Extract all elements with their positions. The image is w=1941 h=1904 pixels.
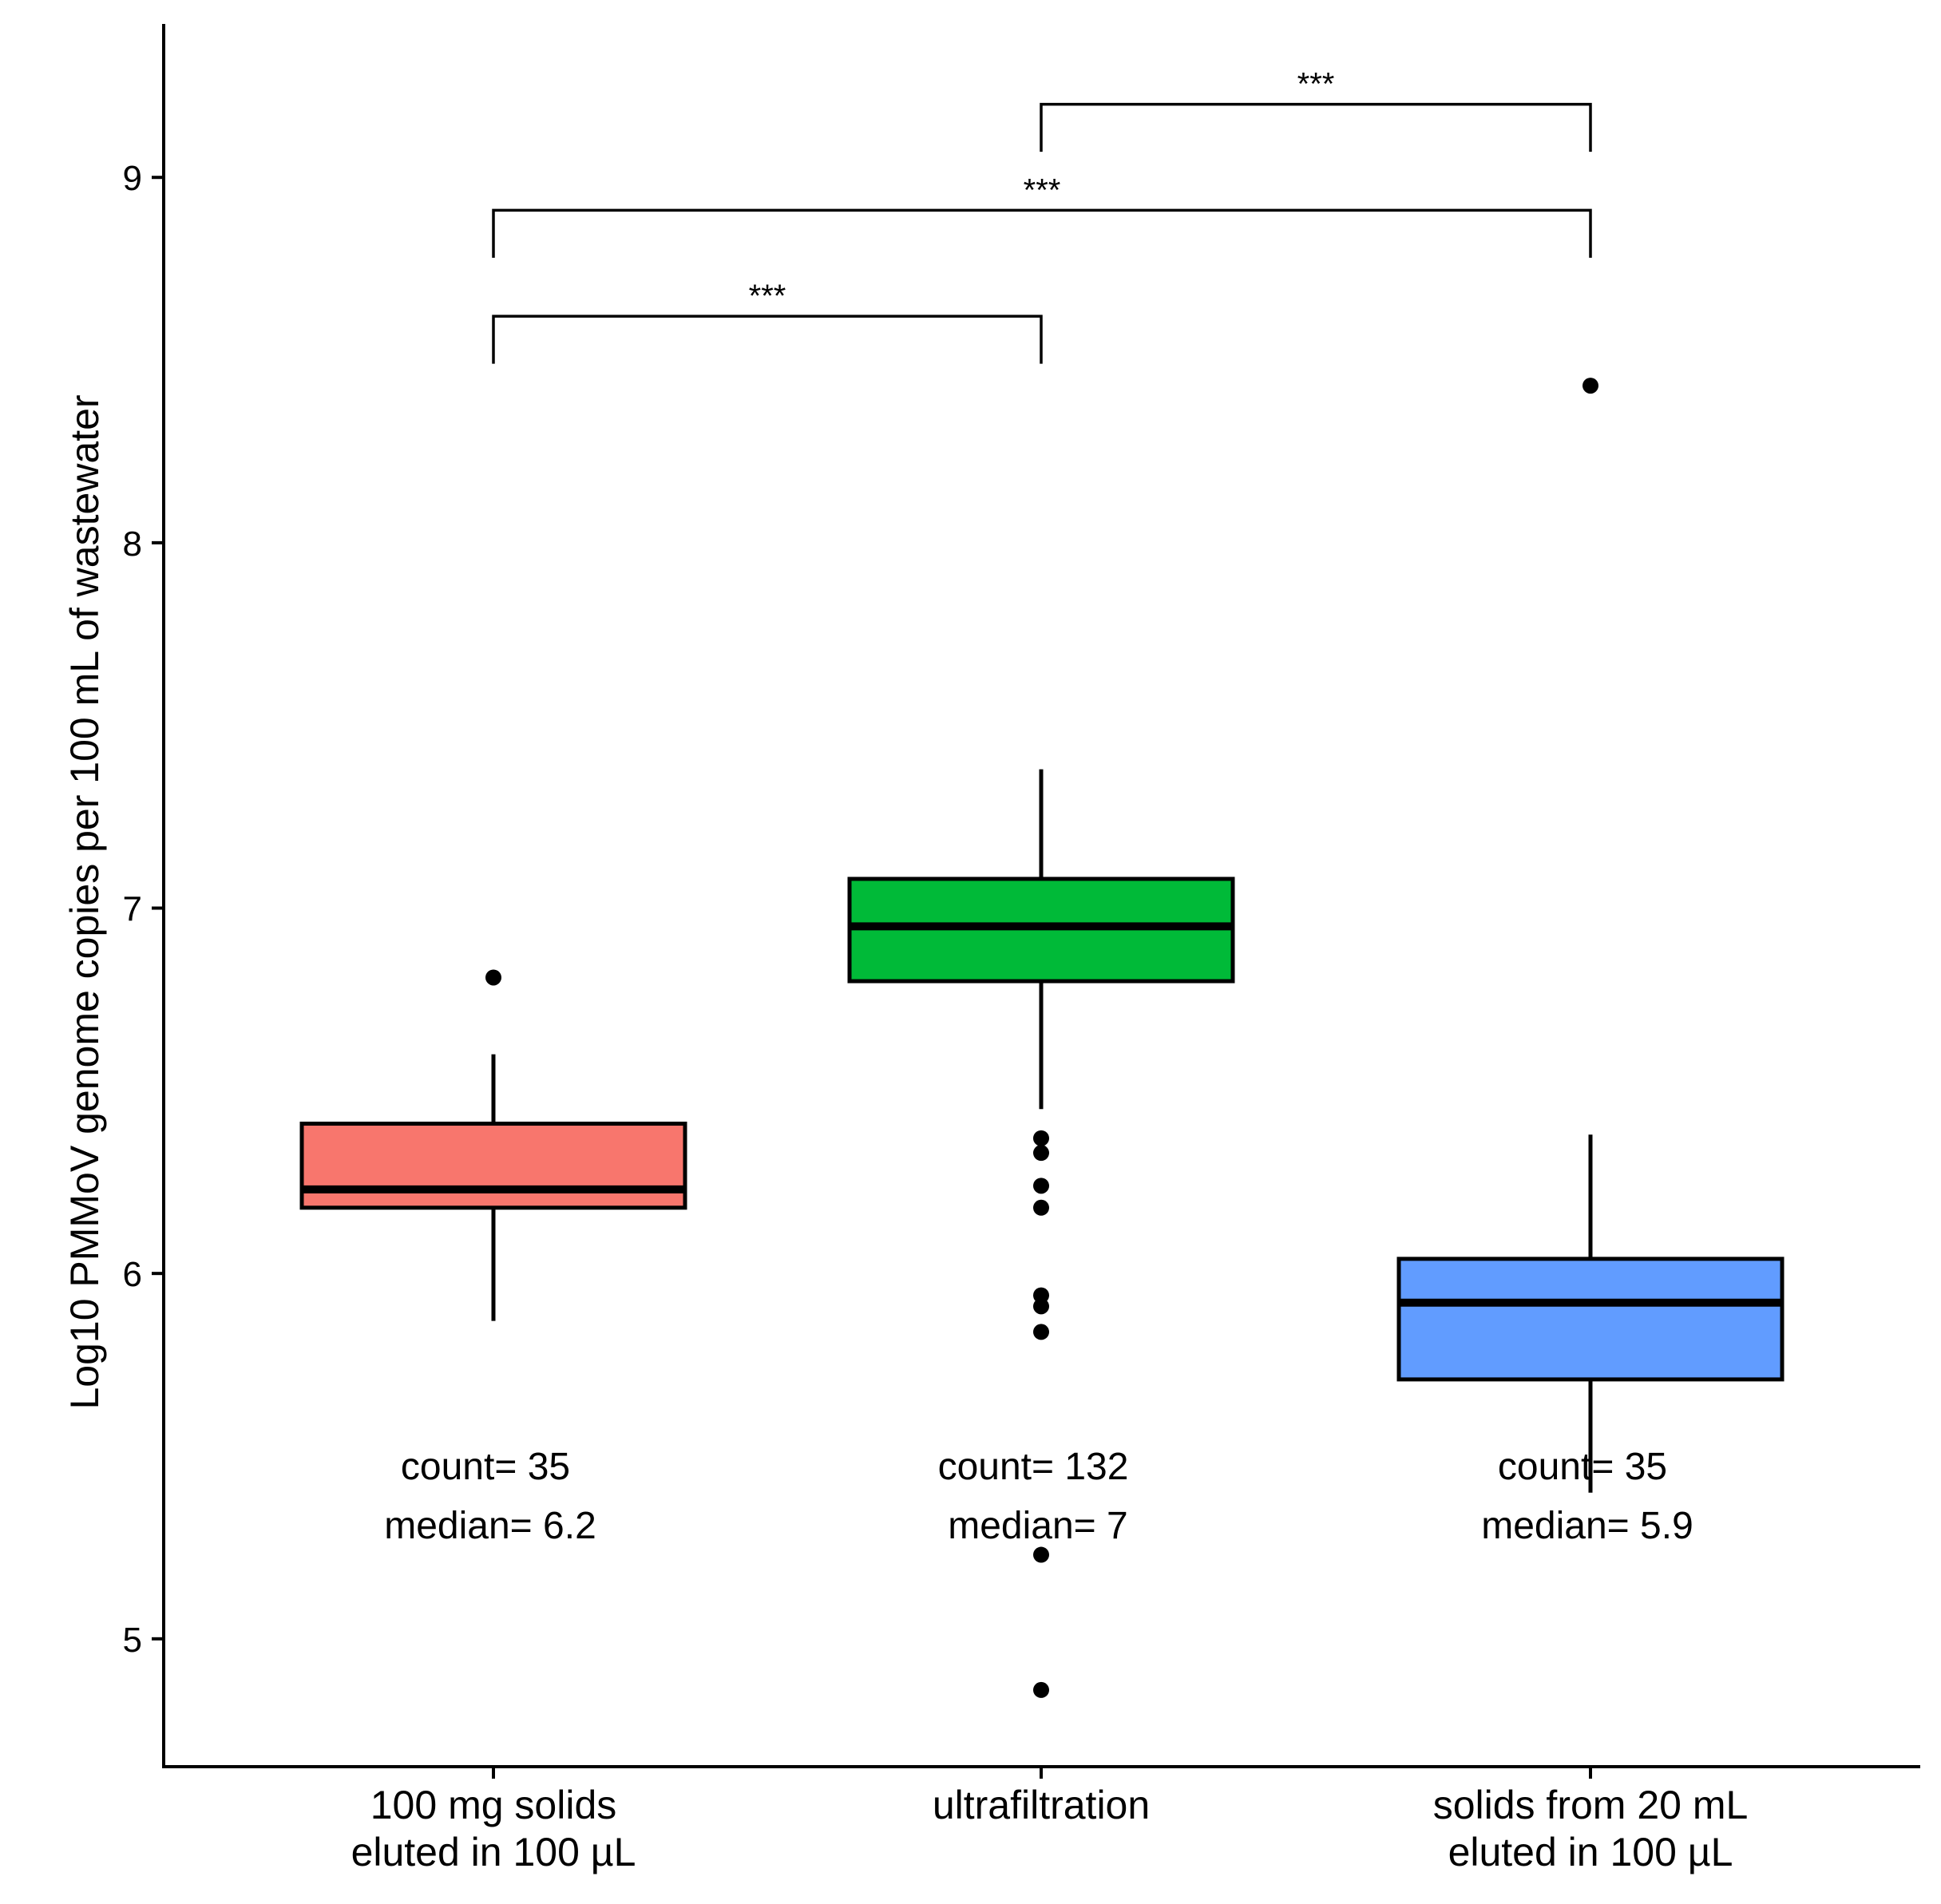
outlier-point: [1033, 1546, 1049, 1563]
count-annotation: count= 35: [1498, 1446, 1667, 1488]
count-annotation: count= 35: [401, 1446, 570, 1488]
y-axis-label: Log10 PMMoV genome copies per 100 mL of …: [62, 394, 107, 1409]
outlier-point: [1033, 1298, 1049, 1315]
median-annotation: median= 7: [948, 1505, 1128, 1547]
outlier-point: [1033, 1681, 1049, 1698]
outlier-point: [1033, 1145, 1049, 1162]
median-annotation: median= 5.9: [1481, 1505, 1693, 1547]
x-tick-label: eluted in 100 µL: [1448, 1830, 1733, 1874]
box-iqr: [1396, 1257, 1785, 1382]
outlier-point: [1033, 1324, 1049, 1340]
box-series: [299, 378, 1785, 1698]
y-tick-label: 7: [123, 890, 142, 929]
y-tick-label: 9: [123, 159, 142, 198]
x-tick-label: eluted in 100 µL: [351, 1830, 636, 1874]
outlier-point: [485, 969, 501, 986]
box-annotations: count= 35 median= 6.2 count= 132 median= 7 c…: [384, 1446, 1693, 1547]
significance-label: ***: [1024, 172, 1061, 208]
y-tick-label: 8: [123, 524, 142, 564]
outlier-point: [1033, 1287, 1049, 1304]
x-tick-label: 100 mg solids: [370, 1783, 617, 1827]
count-annotation: count= 132: [938, 1446, 1129, 1488]
box-group: [1396, 378, 1785, 1493]
x-tick-label: ultrafiltration: [933, 1783, 1150, 1827]
significance-brackets: *** *** ***: [492, 67, 1592, 364]
outlier-point: [1583, 378, 1598, 394]
significance-label: ***: [749, 279, 786, 314]
outlier-point: [1033, 1199, 1049, 1216]
box-group: [299, 969, 687, 1321]
box-group: [847, 769, 1235, 1698]
median-annotation: median= 6.2: [384, 1505, 596, 1547]
significance-bracket: [492, 315, 1043, 364]
significance-bracket: [1040, 102, 1592, 152]
y-tick-label: 6: [123, 1255, 142, 1294]
outlier-point: [1033, 1130, 1049, 1146]
significance-label: ***: [1297, 67, 1335, 102]
x-tick-label: solids from 20 mL: [1433, 1783, 1749, 1827]
outlier-point: [1033, 1178, 1049, 1194]
significance-bracket: [492, 208, 1592, 258]
y-tick-label: 5: [123, 1621, 142, 1660]
box-iqr: [299, 1122, 687, 1210]
